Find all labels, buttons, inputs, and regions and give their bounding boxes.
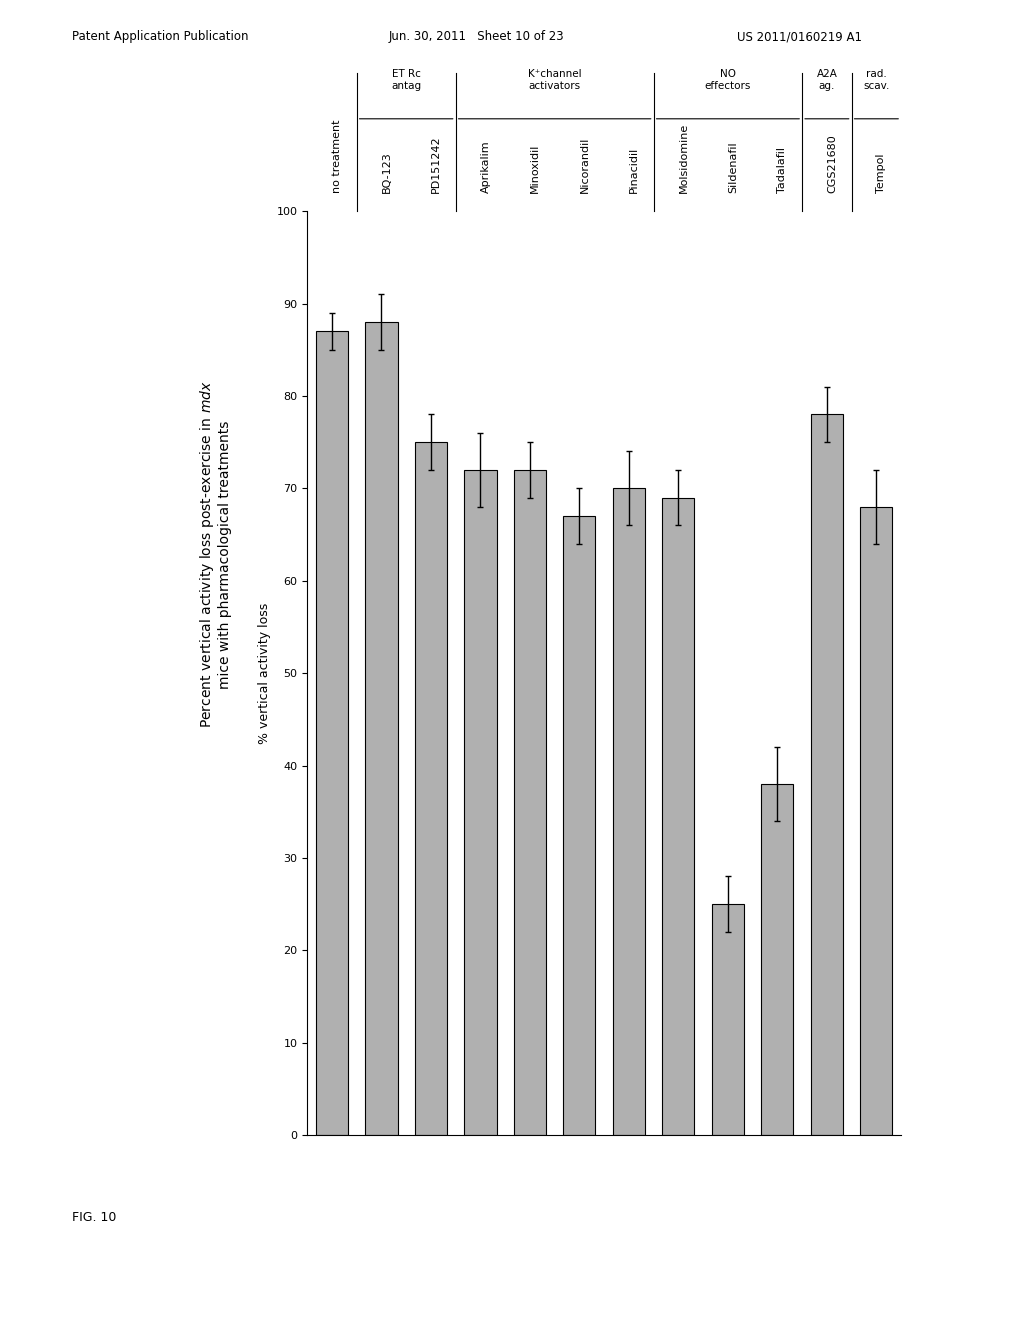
Y-axis label: % vertical activity loss: % vertical activity loss xyxy=(258,602,271,744)
Text: Nicorandil: Nicorandil xyxy=(580,136,590,193)
Bar xyxy=(663,498,694,1135)
Text: Tempol: Tempol xyxy=(877,153,887,193)
Text: Tadalafil: Tadalafil xyxy=(777,147,787,193)
Text: PD151242: PD151242 xyxy=(431,135,441,193)
Bar xyxy=(811,414,843,1135)
Bar xyxy=(415,442,447,1135)
Bar xyxy=(366,322,397,1135)
Text: BQ-123: BQ-123 xyxy=(381,150,391,193)
Bar xyxy=(315,331,348,1135)
Text: Patent Application Publication: Patent Application Publication xyxy=(72,30,248,44)
Bar xyxy=(464,470,497,1135)
Bar xyxy=(712,904,744,1135)
Text: no treatment: no treatment xyxy=(332,119,342,193)
Text: ET Rc
antag: ET Rc antag xyxy=(391,70,421,91)
Bar xyxy=(514,470,546,1135)
Bar xyxy=(860,507,893,1135)
Bar xyxy=(563,516,596,1135)
Text: Sildenafil: Sildenafil xyxy=(728,141,738,193)
Text: US 2011/0160219 A1: US 2011/0160219 A1 xyxy=(737,30,862,44)
Text: K⁺channel
activators: K⁺channel activators xyxy=(527,70,582,91)
Bar xyxy=(612,488,645,1135)
Text: rad.
scav.: rad. scav. xyxy=(863,70,890,91)
Text: NO
effectors: NO effectors xyxy=(705,70,751,91)
Text: Molsidomine: Molsidomine xyxy=(678,123,688,193)
Text: CGS21680: CGS21680 xyxy=(826,133,837,193)
Text: Percent vertical activity loss post-exercise in $\mathit{mdx}$
mice with pharmac: Percent vertical activity loss post-exer… xyxy=(198,380,232,729)
Text: A2A
ag.: A2A ag. xyxy=(816,70,838,91)
Text: Aprikalim: Aprikalim xyxy=(480,140,490,193)
Text: Minoxidil: Minoxidil xyxy=(530,144,540,193)
Bar xyxy=(761,784,794,1135)
Text: Jun. 30, 2011   Sheet 10 of 23: Jun. 30, 2011 Sheet 10 of 23 xyxy=(389,30,565,44)
Text: Pinacidil: Pinacidil xyxy=(629,147,639,193)
Text: FIG. 10: FIG. 10 xyxy=(72,1210,116,1224)
